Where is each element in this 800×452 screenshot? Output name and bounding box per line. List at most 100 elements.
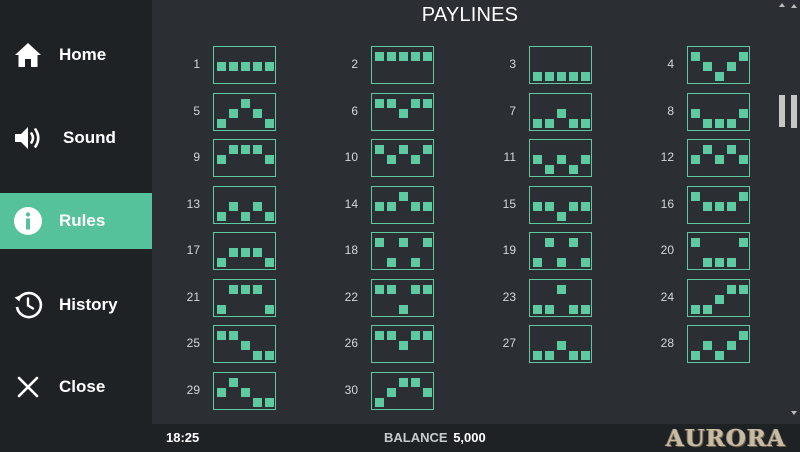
payline-pattern xyxy=(529,93,592,131)
payline-10: 10 xyxy=(310,139,434,179)
payline-8: 8 xyxy=(626,93,750,133)
payline-cell xyxy=(411,258,420,267)
payline-pattern xyxy=(687,186,750,224)
payline-cell xyxy=(217,212,226,221)
payline-cell xyxy=(691,351,700,360)
payline-21: 21 xyxy=(152,279,276,319)
scrollbar-track[interactable] xyxy=(788,0,800,424)
payline-number: 18 xyxy=(344,243,358,257)
payline-pattern xyxy=(213,93,276,131)
payline-cell xyxy=(727,119,736,128)
payline-cell xyxy=(387,52,396,61)
payline-cell xyxy=(545,238,554,247)
payline-cell xyxy=(581,72,590,81)
payline-number: 22 xyxy=(344,290,358,304)
payline-cell xyxy=(545,305,554,314)
payline-number: 19 xyxy=(502,243,516,257)
payline-pattern xyxy=(687,232,750,270)
payline-13: 13 xyxy=(152,186,276,226)
payline-cell xyxy=(229,378,238,387)
balance: BALANCE 5,000 xyxy=(384,430,486,445)
payline-cell xyxy=(399,145,408,154)
payline-20: 20 xyxy=(626,232,750,272)
payline-cell xyxy=(533,305,542,314)
scroll-thumb[interactable] xyxy=(779,95,785,127)
payline-28: 28 xyxy=(626,325,750,365)
payline-9: 9 xyxy=(152,139,276,179)
payline-2: 2 xyxy=(310,46,434,86)
payline-pattern xyxy=(371,93,434,131)
payline-cell xyxy=(217,331,226,340)
payline-number: 3 xyxy=(509,57,516,71)
payline-cell xyxy=(691,155,700,164)
payline-number: 29 xyxy=(186,383,200,397)
sidebar-item-close[interactable]: Close xyxy=(0,359,152,415)
sidebar-item-home[interactable]: Home xyxy=(0,27,152,83)
payline-cell xyxy=(545,202,554,211)
payline-cell xyxy=(399,109,408,118)
scroll-up-icon[interactable] xyxy=(791,4,797,8)
payline-cell xyxy=(569,202,578,211)
payline-cell xyxy=(387,388,396,397)
scrollbar[interactable] xyxy=(776,0,788,424)
payline-cell xyxy=(229,62,238,71)
payline-number: 16 xyxy=(660,197,674,211)
payline-cell xyxy=(569,72,578,81)
payline-number: 2 xyxy=(351,57,358,71)
payline-pattern xyxy=(687,279,750,317)
payline-cell xyxy=(727,202,736,211)
payline-cell xyxy=(241,212,250,221)
payline-number: 9 xyxy=(193,150,200,164)
payline-cell xyxy=(229,109,238,118)
payline-cell xyxy=(387,202,396,211)
home-icon xyxy=(13,40,43,70)
payline-cell xyxy=(387,285,396,294)
payline-pattern xyxy=(371,279,434,317)
payline-cell xyxy=(569,238,578,247)
sidebar-item-history[interactable]: History xyxy=(0,277,152,333)
payline-cell xyxy=(715,258,724,267)
page-title: PAYLINES xyxy=(421,4,519,26)
payline-cell xyxy=(241,388,250,397)
payline-cell xyxy=(533,202,542,211)
sidebar-item-rules[interactable]: Rules xyxy=(0,193,152,249)
payline-cell xyxy=(703,341,712,350)
payline-cell xyxy=(253,145,262,154)
payline-cell xyxy=(253,248,262,257)
payline-cell xyxy=(545,119,554,128)
payline-7: 7 xyxy=(468,93,592,133)
payline-cell xyxy=(253,62,262,71)
payline-pattern xyxy=(529,325,592,363)
payline-18: 18 xyxy=(310,232,434,272)
payline-cell xyxy=(265,305,274,314)
scroll-thumb[interactable] xyxy=(791,95,797,128)
payline-cell xyxy=(411,155,420,164)
payline-pattern xyxy=(213,139,276,177)
payline-cell xyxy=(399,52,408,61)
balance-label: BALANCE xyxy=(384,430,448,445)
payline-cell xyxy=(217,155,226,164)
payline-pattern xyxy=(529,186,592,224)
scroll-down-icon[interactable] xyxy=(791,411,797,415)
payline-cell xyxy=(533,119,542,128)
payline-cell xyxy=(423,52,432,61)
payline-cell xyxy=(229,331,238,340)
payline-cell xyxy=(411,285,420,294)
payline-3: 3 xyxy=(468,46,592,86)
payline-number: 26 xyxy=(344,336,358,350)
payline-pattern xyxy=(687,325,750,363)
payline-number: 10 xyxy=(344,150,358,164)
payline-number: 15 xyxy=(502,197,516,211)
sidebar-item-sound[interactable]: Sound xyxy=(0,110,152,166)
payline-cell xyxy=(423,331,432,340)
payline-cell xyxy=(423,202,432,211)
payline-14: 14 xyxy=(310,186,434,226)
payline-cell xyxy=(569,165,578,174)
payline-cell xyxy=(703,305,712,314)
payline-number: 24 xyxy=(660,290,674,304)
payline-pattern xyxy=(213,186,276,224)
scroll-up-arrow-icon[interactable] xyxy=(779,3,785,7)
payline-22: 22 xyxy=(310,279,434,319)
payline-number: 5 xyxy=(193,104,200,118)
payline-number: 14 xyxy=(344,197,358,211)
